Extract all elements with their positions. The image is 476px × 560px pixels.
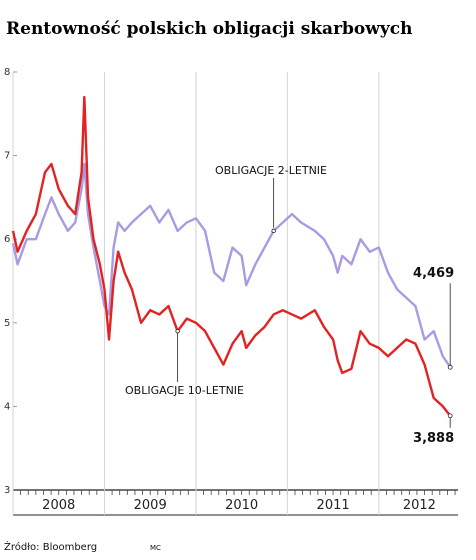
series-line: [11, 162, 452, 368]
legend-label: OBLIGACJE 10-LETNIE: [125, 384, 244, 397]
x-tick-label: 2010: [225, 498, 258, 513]
series-line: [11, 95, 452, 417]
y-tick-label: 5: [4, 318, 10, 329]
x-tick-label: 2008: [42, 498, 75, 513]
value-label: 4,469: [413, 266, 454, 281]
annotation-point: [175, 328, 180, 334]
source: Źródło: Bloomberg: [4, 540, 97, 553]
end-point: [447, 413, 453, 419]
credit: MC: [150, 544, 161, 552]
x-tick-label: 2011: [317, 498, 350, 513]
value-label: 3,888: [413, 431, 454, 446]
y-tick-label: 4: [4, 401, 10, 412]
y-tick-label: 7: [4, 151, 10, 162]
annotation-point: [271, 228, 276, 234]
y-tick-label: 6: [4, 234, 10, 245]
legend-label: OBLIGACJE 2-LETNIE: [215, 164, 327, 177]
chart-title: Rentowność polskich obligacji skarbowych: [6, 19, 412, 39]
y-tick-label: 8: [4, 67, 10, 78]
x-tick-label: 2012: [403, 498, 436, 513]
x-tick-label: 2009: [134, 498, 167, 513]
end-point: [447, 364, 453, 370]
y-tick-label: 3: [4, 485, 10, 496]
